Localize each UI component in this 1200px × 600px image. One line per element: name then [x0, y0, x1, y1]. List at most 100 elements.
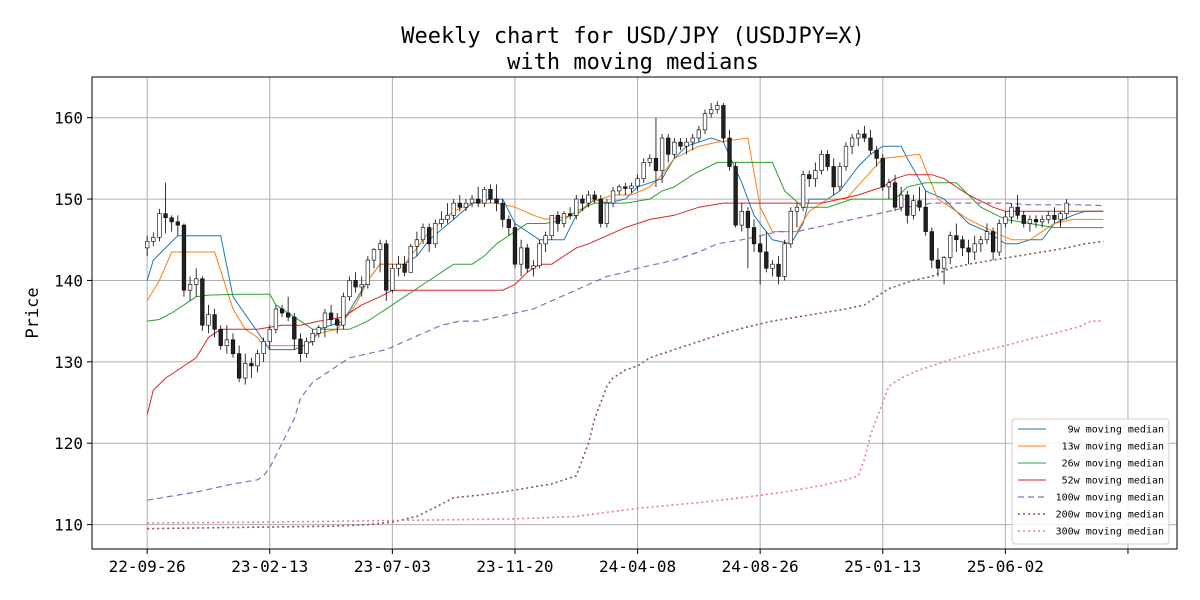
candle — [635, 174, 640, 191]
candle-body — [482, 189, 487, 204]
candle-body — [702, 113, 708, 131]
y-tick-label: 160 — [54, 109, 83, 128]
candle-body — [960, 239, 965, 249]
candle-body — [445, 215, 450, 220]
candle — [825, 150, 830, 171]
candle-body — [1058, 213, 1063, 220]
legend-label: 52w moving median — [1062, 476, 1164, 487]
candle — [371, 247, 377, 269]
chart-title: Weekly chart for USD/JPY (USDJPY=X) — [401, 24, 865, 49]
candle-body — [555, 215, 561, 224]
candle-body — [341, 296, 346, 326]
candle-body — [279, 308, 285, 314]
candle-body — [745, 210, 751, 228]
candle-body — [592, 194, 597, 200]
candle-body — [739, 210, 744, 226]
candle — [200, 276, 205, 331]
candle-body — [849, 137, 855, 147]
candle — [807, 170, 812, 187]
candle-body — [390, 267, 395, 291]
candle — [586, 190, 591, 208]
candle-body — [647, 158, 652, 163]
candle — [463, 199, 469, 212]
candle — [990, 227, 996, 261]
candle — [666, 133, 671, 163]
candle-body — [935, 259, 941, 269]
candle-body — [807, 174, 812, 180]
candle — [267, 325, 272, 350]
legend: 9w moving median 13w moving median 26w mov… — [1011, 418, 1170, 545]
candle — [856, 129, 861, 147]
candle — [328, 304, 334, 326]
candle-body — [837, 166, 842, 188]
candle — [960, 235, 965, 257]
candle-body — [212, 314, 217, 330]
x-tick-label: 23-02-13 — [231, 557, 308, 576]
candle — [298, 333, 303, 362]
candle-body — [635, 178, 640, 187]
candle-body — [1064, 202, 1069, 215]
candle-body — [856, 133, 861, 139]
candle-body — [506, 219, 511, 228]
candle-body — [537, 243, 542, 267]
candle — [1033, 215, 1039, 228]
candle-body — [1027, 219, 1033, 224]
candle-body — [396, 263, 401, 269]
candle — [286, 296, 291, 322]
candle-body — [617, 186, 622, 192]
candle-body — [525, 247, 530, 269]
candle — [549, 215, 554, 240]
candle — [427, 223, 432, 252]
candle-body — [249, 363, 254, 367]
candle-body — [880, 158, 885, 188]
candle-body — [494, 198, 499, 204]
candle-body — [261, 341, 266, 354]
candle-body — [966, 247, 971, 253]
candle — [837, 162, 842, 191]
legend-label: 26w moving median — [1062, 459, 1164, 470]
candle-body — [776, 263, 781, 277]
candle-body — [819, 154, 824, 171]
candle — [617, 184, 622, 195]
candle-body — [469, 198, 475, 204]
candle-body — [500, 202, 505, 220]
candle-body — [825, 154, 830, 167]
candle-body — [800, 174, 806, 208]
candle — [1052, 207, 1057, 224]
candle — [659, 133, 665, 183]
candle-body — [580, 198, 585, 204]
candle — [672, 138, 677, 159]
candle — [1064, 199, 1069, 220]
y-tick-label: 120 — [54, 434, 83, 453]
candle-body — [347, 280, 352, 298]
candle — [457, 195, 462, 212]
candle-body — [641, 162, 646, 180]
candle — [249, 357, 254, 379]
candle — [243, 353, 248, 385]
candle — [537, 239, 542, 269]
candle — [782, 239, 787, 281]
candle — [733, 162, 738, 228]
candle — [978, 235, 983, 252]
candle-body — [758, 243, 763, 253]
candle-body — [1052, 215, 1057, 220]
candle-body — [476, 198, 481, 204]
x-tick-label: 25-06-02 — [967, 557, 1044, 576]
candle-body — [690, 137, 695, 143]
candle-body — [310, 333, 315, 342]
candle — [279, 304, 285, 318]
candle-body — [359, 284, 364, 288]
candle-body — [610, 190, 616, 204]
candle — [1058, 211, 1063, 228]
x-axis: 22-09-26 23-02-13 23-07-03 23-11-20 24-04-08… — [109, 549, 1129, 576]
candle — [580, 195, 585, 212]
candle-body — [328, 312, 334, 320]
candle-body — [439, 219, 444, 224]
candle-body — [1021, 215, 1026, 224]
candle-body — [377, 243, 383, 250]
candle — [1015, 195, 1020, 220]
candle-body — [629, 185, 634, 189]
candle-body — [794, 206, 800, 212]
candle-body — [531, 265, 536, 269]
candle — [359, 276, 364, 297]
